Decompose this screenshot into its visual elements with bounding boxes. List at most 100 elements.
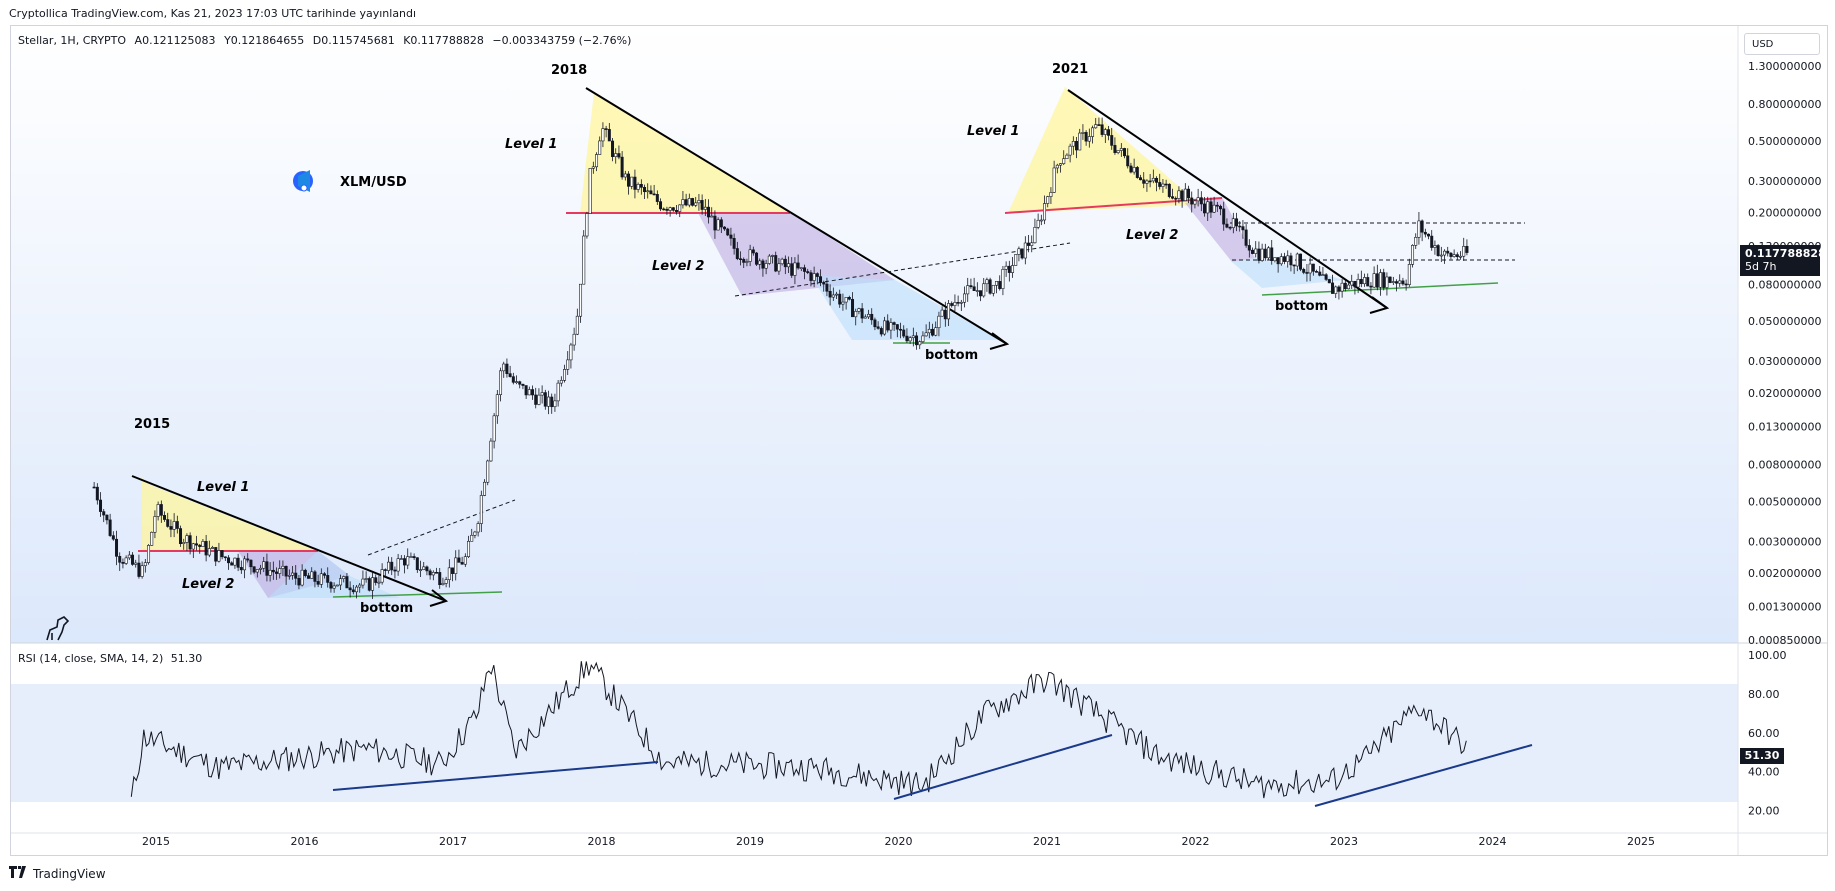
candle-body <box>470 534 474 542</box>
candle-body <box>1257 248 1261 261</box>
candle-body <box>822 282 826 285</box>
candle-body <box>1427 233 1431 237</box>
candle-body <box>1459 255 1463 258</box>
candle-body <box>803 267 807 272</box>
candle-body <box>1068 145 1072 156</box>
candle-body <box>1359 278 1363 285</box>
candle-body <box>998 281 1002 289</box>
candle-body <box>1132 167 1136 173</box>
candle-body <box>1343 282 1347 290</box>
candle-body <box>838 293 842 305</box>
candle-body <box>927 328 931 334</box>
candle-body <box>351 589 355 593</box>
candle-body <box>547 396 551 407</box>
candle-body <box>1094 124 1098 129</box>
candle-body <box>147 545 151 563</box>
candle-body <box>867 313 871 318</box>
rsi-axis[interactable]: 100.00 80.00 60.00 40.00 20.00 <box>1748 649 1787 818</box>
candle-body <box>883 320 887 335</box>
candle-body <box>1267 247 1271 259</box>
candle-body <box>1164 183 1168 186</box>
candle-body <box>799 267 803 270</box>
footer-brand[interactable]: TradingView <box>9 866 106 881</box>
candle-body <box>895 324 899 330</box>
candle-body <box>252 566 256 573</box>
candle-body <box>700 200 704 210</box>
rsi-legend[interactable]: RSI (14, close, SMA, 14, 2) 51.30 <box>18 652 206 665</box>
candle-body <box>1308 263 1312 274</box>
candle-body <box>1263 248 1267 259</box>
candle-body <box>291 572 295 576</box>
candle-body <box>793 262 797 276</box>
candle-body <box>1260 248 1264 261</box>
candle-body <box>1046 196 1050 204</box>
time-axis[interactable]: 2015 2016 2017 2018 2019 2020 2021 2022 2023 2024… <box>142 835 1655 848</box>
candle-body <box>1279 256 1283 265</box>
candle-body <box>908 337 912 342</box>
candle-body <box>767 255 771 264</box>
candle-body <box>1081 132 1085 134</box>
candle-body <box>566 359 570 370</box>
candle-body <box>1241 226 1245 231</box>
candle-body <box>1366 277 1370 287</box>
candle-series[interactable] <box>92 117 1469 600</box>
candle-body <box>604 128 608 130</box>
candle-body <box>947 303 951 320</box>
price-tick-label: 0.300000000 <box>1748 175 1821 188</box>
candle-body <box>326 575 330 583</box>
candle-body <box>1433 245 1437 248</box>
candle-body <box>102 511 106 516</box>
candle-body <box>966 285 970 295</box>
last-price-tag: 0.117788828 5d 7h <box>1740 245 1826 276</box>
candle-body <box>1251 249 1255 254</box>
candle-body <box>1299 253 1303 270</box>
candle-body <box>1347 284 1351 290</box>
candle-body <box>1017 248 1021 255</box>
candle-body <box>1369 285 1373 288</box>
candle-body <box>175 521 179 529</box>
candle-body <box>332 585 336 589</box>
candle-body <box>780 258 784 265</box>
candle-body <box>399 558 403 560</box>
megaphone-icon <box>293 170 313 192</box>
time-tick-label: 2021 <box>1033 835 1061 848</box>
candle-body <box>483 481 487 496</box>
candle-body <box>444 579 448 584</box>
candle-body <box>227 557 231 564</box>
candle-body <box>211 547 215 549</box>
candle-body <box>796 262 800 269</box>
candle-body <box>1292 264 1296 267</box>
candle-body <box>361 578 365 586</box>
candle-body <box>1087 136 1091 142</box>
candle-body <box>716 219 720 231</box>
candle-body <box>511 376 515 383</box>
candle-body <box>518 381 522 385</box>
candle-body <box>1007 265 1011 273</box>
time-tick-label: 2018 <box>588 835 616 848</box>
candle-body <box>828 290 832 298</box>
candle-body <box>195 543 199 546</box>
candle-body <box>937 315 941 329</box>
candle-body <box>409 556 413 558</box>
candle-body <box>387 561 391 571</box>
candle-body <box>1315 271 1319 273</box>
price-axis[interactable]: 1.300000000 0.800000000 0.500000000 0.30000… <box>1748 60 1821 647</box>
open-value: A0.121125083 <box>134 34 216 47</box>
candle-body <box>726 228 730 236</box>
level2-zone-2018 <box>698 213 895 296</box>
candle-body <box>659 201 663 210</box>
candle-body <box>1311 263 1315 272</box>
candle-body <box>1270 247 1274 262</box>
currency-button[interactable]: USD <box>1744 33 1820 55</box>
rsi-pane[interactable] <box>130 661 1533 807</box>
candle-body <box>899 328 903 331</box>
candle-body <box>1039 219 1043 222</box>
symbol-legend[interactable]: Stellar, 1H, CRYPTO A0.121125083 Y0.1218… <box>18 34 636 47</box>
candle-body <box>1391 281 1395 283</box>
candle-body <box>406 556 410 566</box>
candle-body <box>1375 273 1379 288</box>
candle-body <box>166 519 170 527</box>
candle-body <box>1004 265 1008 270</box>
candle-body <box>294 572 298 579</box>
